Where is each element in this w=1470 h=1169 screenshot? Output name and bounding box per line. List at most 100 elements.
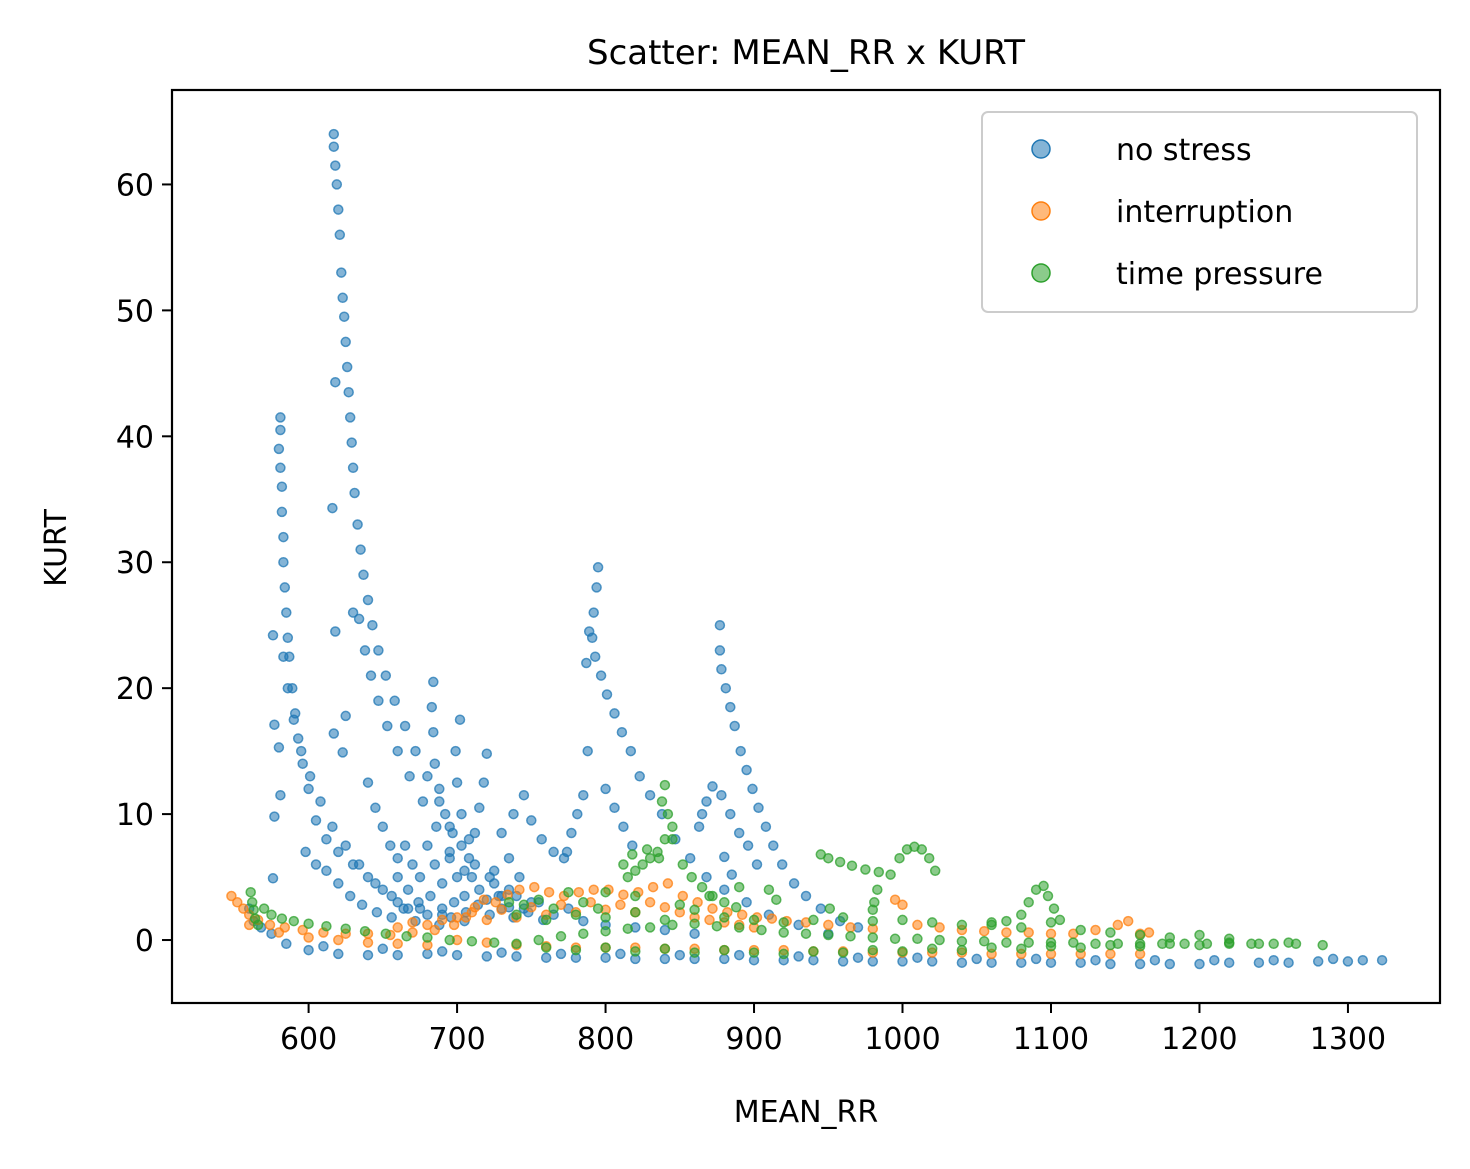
data-point-interruption bbox=[1045, 928, 1057, 939]
data-point-no-stress bbox=[536, 834, 547, 845]
data-point-no-stress bbox=[344, 890, 356, 902]
data-point-no-stress bbox=[278, 556, 289, 568]
data-point-time-pressure bbox=[674, 899, 686, 911]
data-point-time-pressure bbox=[630, 946, 641, 957]
data-point-no-stress bbox=[328, 728, 340, 739]
data-point-interruption bbox=[478, 894, 490, 905]
data-point-no-stress bbox=[733, 949, 745, 961]
data-point-no-stress bbox=[583, 626, 595, 637]
data-point-time-pressure bbox=[860, 864, 871, 875]
data-point-time-pressure bbox=[929, 865, 941, 877]
data-point-time-pressure bbox=[1045, 941, 1057, 952]
data-point-interruption bbox=[736, 909, 748, 921]
data-point-time-pressure bbox=[600, 925, 611, 937]
legend-marker-time-pressure bbox=[1031, 263, 1051, 283]
data-point-time-pressure bbox=[622, 923, 634, 934]
data-point-no-stress bbox=[815, 903, 827, 914]
data-point-interruption bbox=[429, 924, 441, 936]
data-point-no-stress bbox=[275, 424, 286, 436]
chart-title: Scatter: MEAN_RR x KURT bbox=[587, 33, 1025, 73]
data-point-time-pressure bbox=[733, 881, 745, 893]
data-point-time-pressure bbox=[889, 933, 901, 945]
data-point-time-pressure bbox=[511, 938, 522, 950]
data-point-no-stress bbox=[434, 783, 445, 795]
data-point-time-pressure bbox=[689, 918, 700, 929]
data-point-time-pressure bbox=[867, 944, 879, 956]
data-point-no-stress bbox=[422, 948, 433, 960]
data-point-no-stress bbox=[297, 758, 308, 769]
data-point-time-pressure bbox=[359, 925, 371, 937]
data-point-time-pressure bbox=[894, 852, 905, 864]
data-point-no-stress bbox=[800, 890, 812, 902]
data-point-no-stress bbox=[278, 531, 289, 543]
data-point-no-stress bbox=[741, 897, 752, 908]
data-point-no-stress bbox=[609, 802, 620, 814]
data-point-no-stress bbox=[310, 815, 322, 826]
data-point-no-stress bbox=[463, 834, 475, 845]
data-point-no-stress bbox=[407, 859, 418, 870]
data-point-no-stress bbox=[659, 953, 671, 965]
data-point-no-stress bbox=[729, 720, 740, 732]
legend-label-time-pressure: time pressure bbox=[1116, 257, 1323, 292]
data-point-time-pressure bbox=[912, 933, 923, 945]
data-point-no-stress bbox=[318, 941, 329, 952]
data-point-no-stress bbox=[310, 859, 322, 870]
data-point-no-stress bbox=[343, 386, 354, 398]
data-point-no-stress bbox=[1209, 954, 1220, 966]
data-point-no-stress bbox=[278, 651, 289, 662]
data-point-time-pressure bbox=[422, 932, 433, 943]
data-point-no-stress bbox=[386, 912, 397, 923]
data-point-time-pressure bbox=[627, 849, 638, 860]
data-point-time-pressure bbox=[837, 912, 849, 923]
data-point-no-stress bbox=[426, 701, 438, 713]
data-point-time-pressure bbox=[1045, 917, 1057, 928]
data-point-no-stress bbox=[674, 949, 686, 961]
data-point-no-stress bbox=[609, 708, 620, 719]
data-point-no-stress bbox=[344, 412, 356, 423]
data-point-no-stress bbox=[714, 619, 726, 631]
data-point-time-pressure bbox=[696, 881, 708, 893]
data-point-no-stress bbox=[276, 481, 288, 492]
data-point-no-stress bbox=[518, 789, 530, 801]
data-point-time-pressure bbox=[653, 852, 665, 864]
data-point-time-pressure bbox=[656, 796, 668, 807]
data-point-no-stress bbox=[747, 783, 758, 795]
data-point-no-stress bbox=[496, 947, 507, 958]
data-point-no-stress bbox=[292, 733, 304, 744]
data-point-no-stress bbox=[303, 783, 314, 795]
data-point-no-stress bbox=[422, 909, 433, 921]
legend-marker-interruption bbox=[1031, 201, 1051, 221]
data-point-interruption bbox=[615, 899, 626, 911]
data-point-no-stress bbox=[425, 890, 436, 902]
data-point-no-stress bbox=[402, 884, 414, 895]
data-point-no-stress bbox=[414, 871, 426, 883]
data-point-time-pressure bbox=[711, 920, 723, 932]
data-point-time-pressure bbox=[824, 903, 836, 914]
data-point-no-stress bbox=[566, 827, 577, 839]
data-point-no-stress bbox=[269, 811, 280, 822]
y-tick-label: 60 bbox=[116, 168, 154, 203]
data-point-no-stress bbox=[867, 956, 879, 967]
data-point-no-stress bbox=[1357, 954, 1369, 966]
data-point-no-stress bbox=[373, 695, 384, 707]
data-point-interruption bbox=[823, 919, 834, 931]
data-point-no-stress bbox=[578, 915, 589, 927]
data-point-no-stress bbox=[733, 827, 745, 839]
data-point-no-stress bbox=[793, 951, 804, 962]
data-point-interruption bbox=[644, 897, 656, 908]
data-point-no-stress bbox=[279, 582, 291, 593]
data-point-no-stress bbox=[751, 859, 763, 870]
data-point-no-stress bbox=[341, 361, 353, 373]
data-point-no-stress bbox=[572, 808, 583, 820]
data-point-no-stress bbox=[986, 957, 997, 968]
data-point-no-stress bbox=[370, 878, 381, 889]
data-point-no-stress bbox=[488, 878, 500, 889]
data-point-no-stress bbox=[481, 748, 493, 759]
data-point-no-stress bbox=[347, 462, 359, 474]
data-point-interruption bbox=[436, 914, 448, 926]
data-point-no-stress bbox=[444, 852, 455, 864]
data-point-time-pressure bbox=[644, 852, 656, 864]
data-point-no-stress bbox=[503, 852, 515, 864]
data-point-time-pressure bbox=[667, 919, 678, 931]
data-point-no-stress bbox=[1149, 954, 1161, 966]
